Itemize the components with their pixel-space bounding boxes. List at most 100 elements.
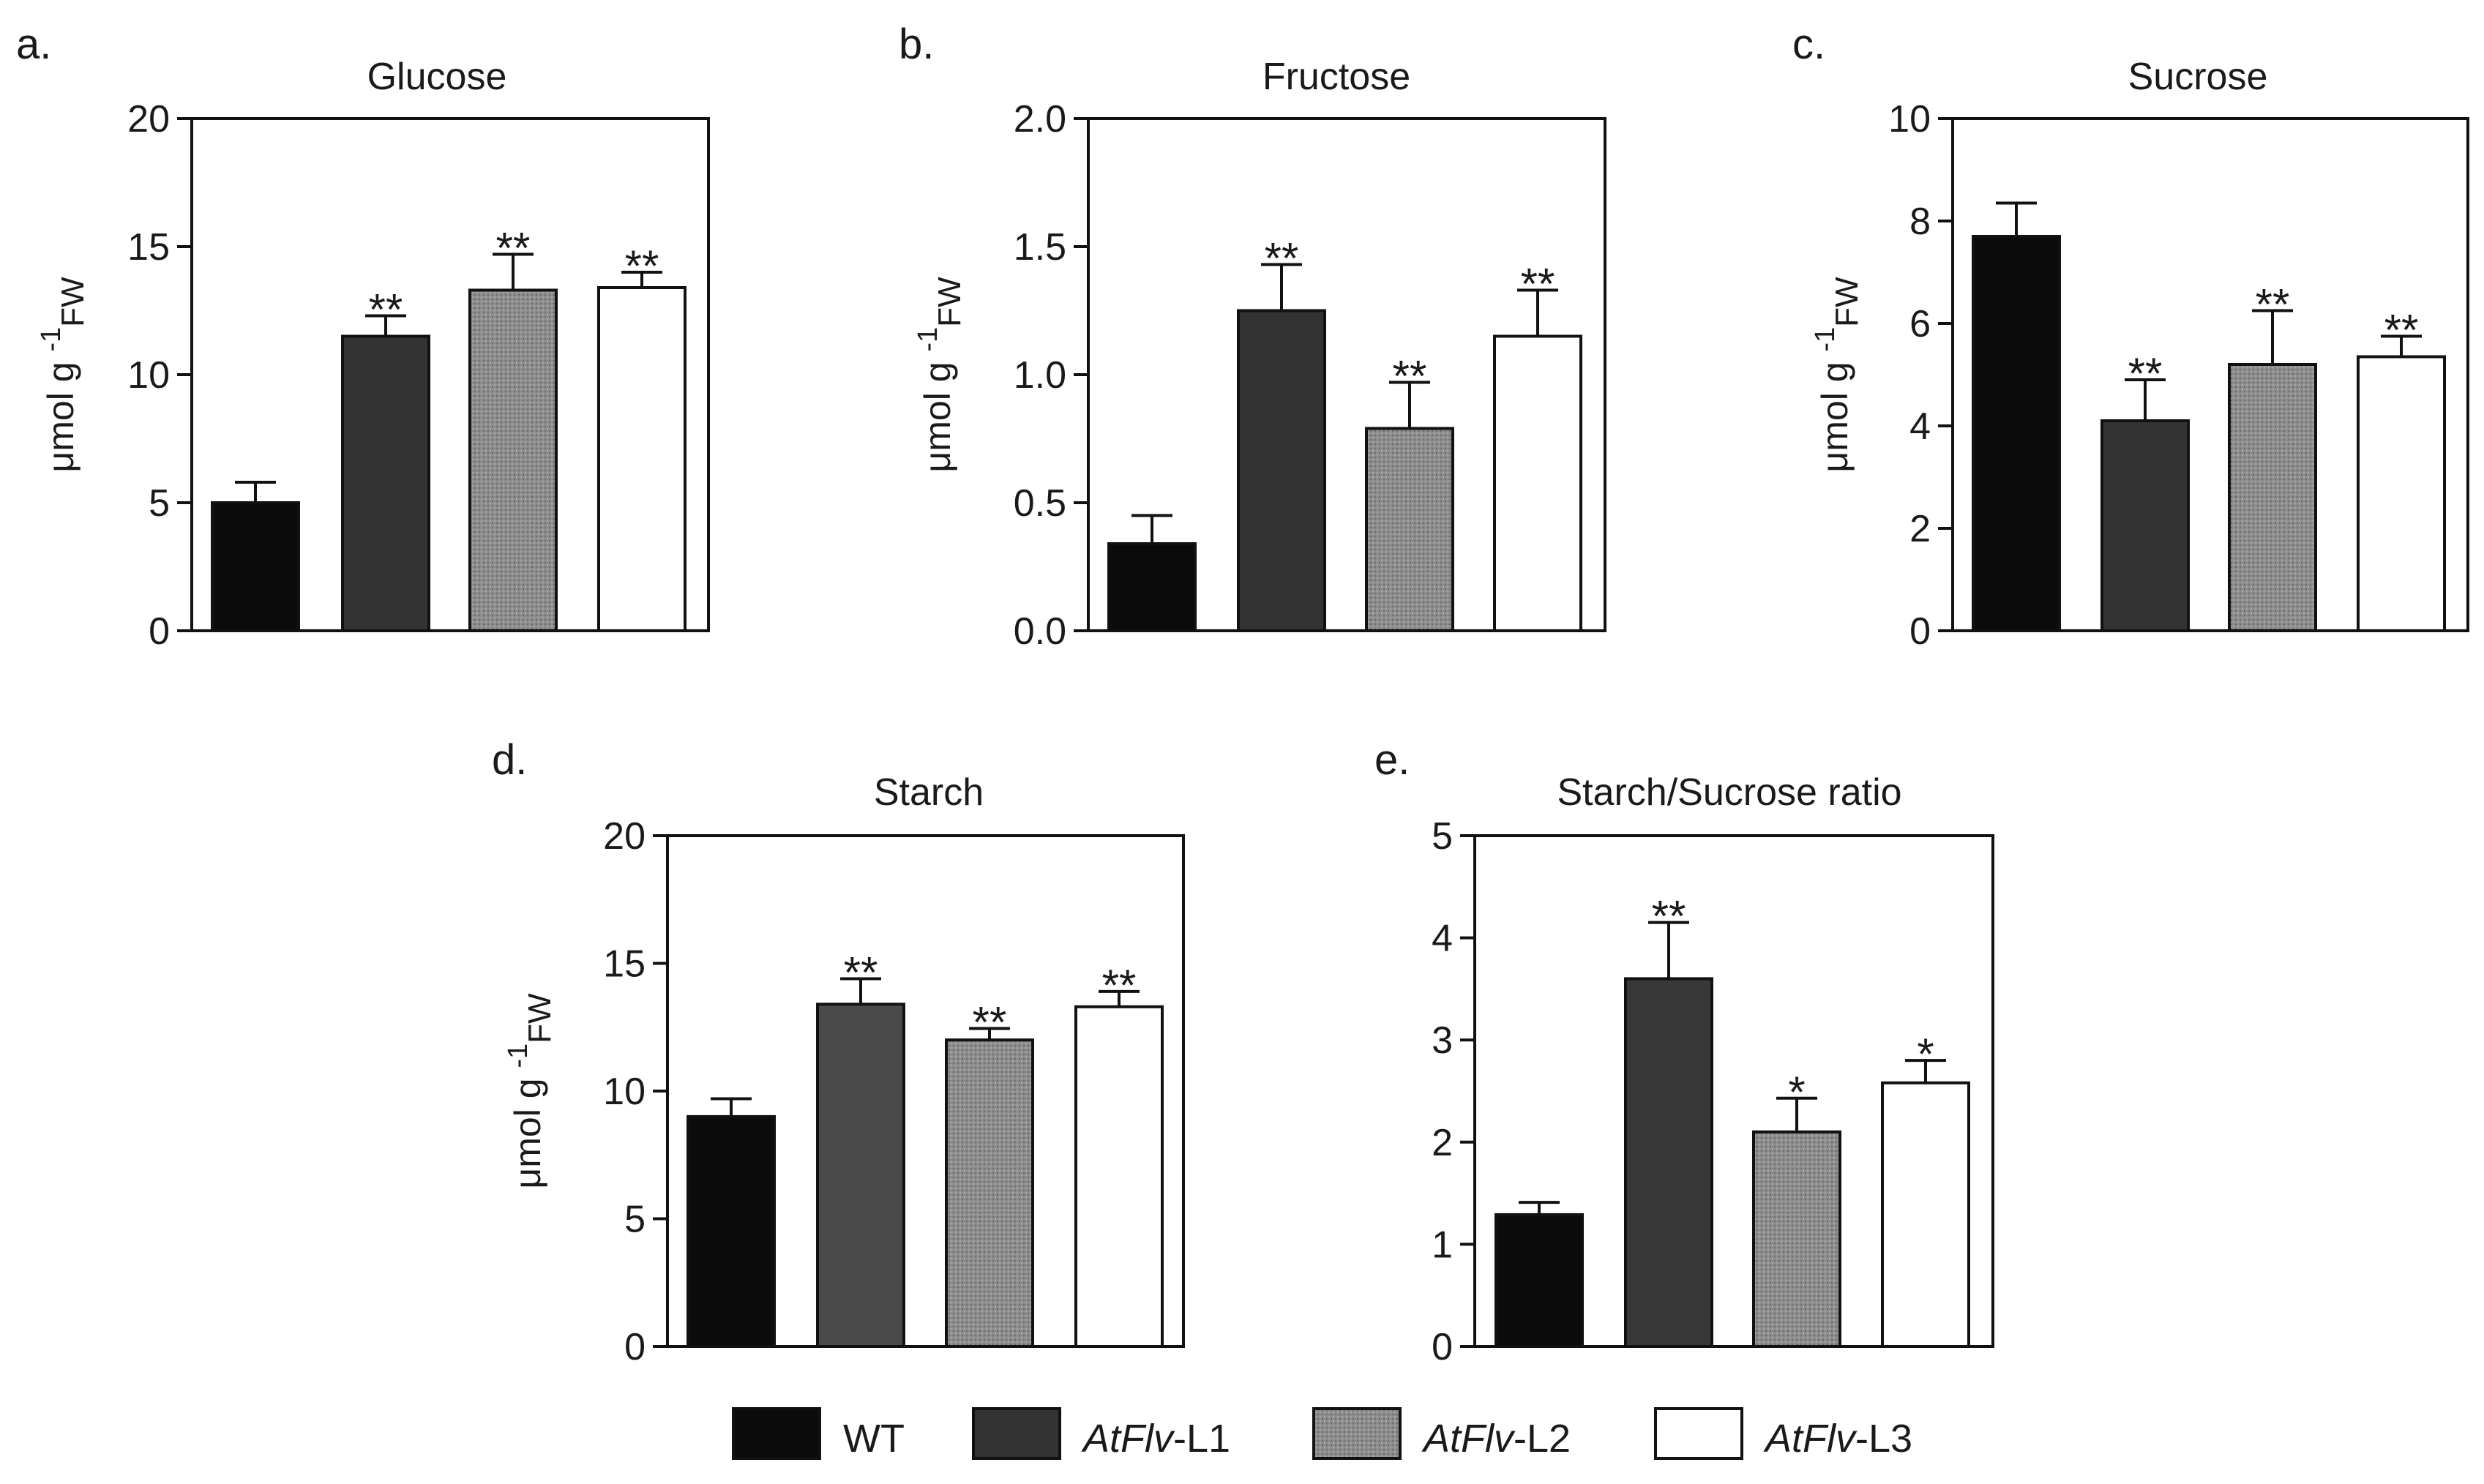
significance-marker: ** [1265, 234, 1299, 283]
panel-label: d. [492, 736, 527, 784]
chart-title: Starch [874, 771, 984, 814]
significance-marker: ** [2384, 306, 2419, 355]
bar-atflv-l2 [945, 1038, 1034, 1348]
plot-frame [666, 834, 1185, 1348]
bar-wt [1494, 1213, 1584, 1349]
bar-atflv-l3 [1881, 1081, 1970, 1349]
y-axis-label: μmol g -1FW [503, 993, 558, 1189]
y-tick-label: 8 [1909, 201, 1931, 243]
plot-frame [1087, 117, 1606, 632]
y-tick-label: 1.0 [1014, 354, 1066, 397]
significance-marker: * [1788, 1068, 1805, 1117]
legend-label: AtFlv-L3 [1763, 1417, 1912, 1461]
bar-atflv-l1 [816, 1003, 905, 1348]
bar-wt [1972, 235, 2061, 632]
y-tick-label: 5 [149, 482, 170, 525]
significance-marker: ** [973, 997, 1007, 1046]
y-tick-label: 0 [624, 1326, 646, 1368]
y-tick-label: 1.5 [1014, 226, 1066, 269]
significance-marker: ** [625, 241, 659, 291]
legend-swatch [972, 1407, 1061, 1460]
legend-item-3: AtFlv-L2 [1312, 1407, 1571, 1461]
significance-marker: ** [2256, 280, 2290, 329]
panel-label: a. [16, 20, 51, 68]
y-tick-label: 15 [127, 226, 170, 269]
bar-atflv-l3 [2357, 355, 2446, 632]
legend-label: AtFlv-L1 [1081, 1417, 1230, 1461]
chart-panel-3: c. Sucrose 0 2 4 6 8 10 μmol g -1FW ** ** ** [1792, 20, 2469, 653]
legend-swatch [1312, 1407, 1402, 1460]
legend-item-1: WT [732, 1407, 905, 1461]
y-tick-label: 10 [127, 354, 170, 397]
chart-panel-1: a. Glucose 0 5 10 15 20 μmol g -1FW ** ** ** [16, 20, 710, 653]
bar-atflv-l2 [2228, 363, 2317, 632]
y-tick-label: 20 [603, 815, 646, 858]
y-tick-label: 1 [1432, 1223, 1453, 1266]
chart-title: Sucrose [2128, 56, 2268, 98]
legend: WT AtFlv-L1 AtFlv-L2 AtFlv-L3 [732, 1407, 1912, 1461]
chart-title: Glucose [367, 56, 507, 98]
y-tick-label: 2.0 [1014, 98, 1066, 140]
panel-label: b. [899, 20, 934, 68]
y-tick-label: 0 [149, 610, 170, 653]
y-tick-label: 10 [1888, 98, 1931, 140]
bar-wt [1107, 542, 1197, 632]
legend-item-2: AtFlv-L1 [972, 1407, 1230, 1461]
plot-frame [1951, 117, 2469, 632]
y-tick-label: 2 [1909, 508, 1931, 550]
y-tick-label: 5 [624, 1199, 646, 1241]
significance-marker: ** [1652, 892, 1686, 941]
y-tick-label: 2 [1432, 1122, 1453, 1164]
y-tick-label: 15 [603, 943, 646, 986]
y-tick-label: 0.0 [1014, 610, 1066, 653]
y-tick-label: 0 [1432, 1326, 1453, 1368]
plot-frame [1473, 834, 1994, 1348]
bar-atflv-l3 [1493, 334, 1582, 632]
y-tick-label: 0.5 [1014, 482, 1066, 525]
legend-swatch [732, 1407, 821, 1460]
significance-marker: ** [1102, 961, 1137, 1010]
significance-marker: ** [496, 224, 531, 273]
y-tick-label: 4 [1909, 405, 1931, 448]
chart-panel-4: d. Starch 0 5 10 15 20 μmol g -1FW ** ** ** [492, 736, 1185, 1368]
legend-label: WT [843, 1417, 905, 1461]
y-tick-label: 6 [1909, 303, 1931, 345]
bar-atflv-l3 [1074, 1005, 1164, 1348]
bar-atflv-l2 [468, 288, 558, 632]
legend-item-4: AtFlv-L3 [1654, 1407, 1912, 1461]
bar-atflv-l1 [1237, 309, 1326, 632]
chart-title: Starch/Sucrose ratio [1557, 771, 1901, 814]
y-axis-label: μmol g -1FW [1810, 277, 1865, 473]
y-tick-label: 10 [603, 1071, 646, 1113]
significance-marker: ** [844, 948, 878, 997]
panel-label: e. [1374, 736, 1410, 784]
plot-frame [190, 117, 710, 632]
panel-label: c. [1792, 20, 1825, 68]
legend-label: AtFlv-L2 [1421, 1417, 1571, 1461]
bar-atflv-l1 [341, 334, 430, 632]
y-tick-label: 20 [127, 98, 170, 140]
significance-marker: ** [369, 285, 403, 334]
significance-marker: ** [2128, 349, 2163, 398]
bar-atflv-l2 [1752, 1130, 1841, 1348]
chart-title: Fructose [1262, 56, 1410, 98]
y-tick-label: 5 [1432, 815, 1453, 858]
y-tick-label: 4 [1432, 918, 1453, 960]
y-tick-label: 3 [1432, 1019, 1453, 1062]
legend-swatch [1654, 1407, 1743, 1460]
bar-wt [211, 501, 300, 632]
bar-atflv-l2 [1365, 427, 1454, 632]
y-axis-label: μmol g -1FW [913, 277, 968, 473]
y-axis-label: μmol g -1FW [36, 277, 91, 473]
significance-marker: ** [1393, 352, 1427, 401]
significance-marker: * [1917, 1030, 1934, 1079]
bar-atflv-l3 [597, 286, 687, 632]
bar-atflv-l1 [2100, 419, 2190, 632]
y-tick-label: 0 [1909, 610, 1931, 653]
significance-marker: ** [1521, 260, 1555, 309]
chart-panel-2: b. Fructose 0.0 0.5 1.0 1.5 2.0 μmol g -1FW ** **… [899, 20, 1606, 653]
bar-atflv-l1 [1624, 977, 1713, 1348]
